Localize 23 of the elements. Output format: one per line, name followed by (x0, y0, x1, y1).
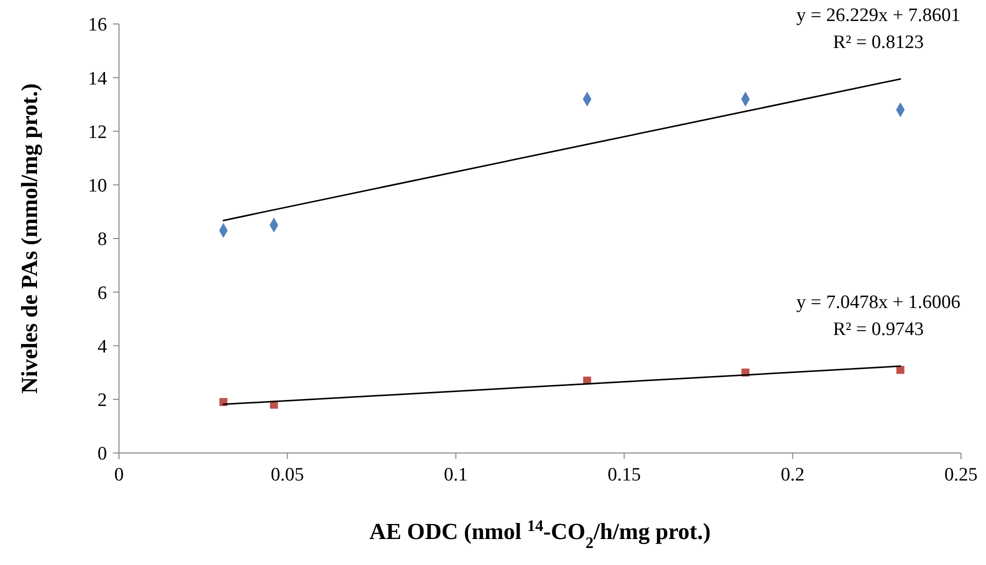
annotation: R² = 0.9743 (832, 319, 924, 340)
y-tick-label: 8 (98, 229, 107, 250)
x-tick-label: 0.05 (270, 464, 304, 486)
annotation: y = 7.0478x + 1.6006 (796, 292, 960, 314)
y-tick-label: 6 (98, 282, 107, 304)
x-tick-label: 0.15 (608, 464, 641, 486)
y-tick-label: 14 (88, 68, 108, 90)
x-tick-label: 0.1 (444, 464, 468, 486)
line-series (222, 78, 902, 222)
y-tick-label: 10 (88, 176, 107, 197)
y-tick-label: 12 (88, 122, 107, 143)
y-axis-title: Niveles de PAs (mmol/mg prot.) (17, 83, 44, 394)
x-tick-label: 0.2 (780, 464, 804, 486)
x-axis-title: AE ODC (nmol $^{14}$-CO$_{2}$/h/mg prot.) (369, 518, 711, 552)
x-tick-label: 0 (114, 464, 124, 486)
annotation: y = 26.229x + 7.8601 (796, 5, 960, 26)
annotation: R² = 0.8123 (832, 32, 924, 54)
y-tick-label: 16 (88, 14, 107, 36)
y-tick-label: 0 (98, 444, 107, 465)
x-tick-label: 0.25 (944, 464, 978, 486)
y-tick-label: 2 (98, 390, 107, 412)
y-tick-label: 4 (98, 336, 108, 358)
point (896, 366, 904, 374)
